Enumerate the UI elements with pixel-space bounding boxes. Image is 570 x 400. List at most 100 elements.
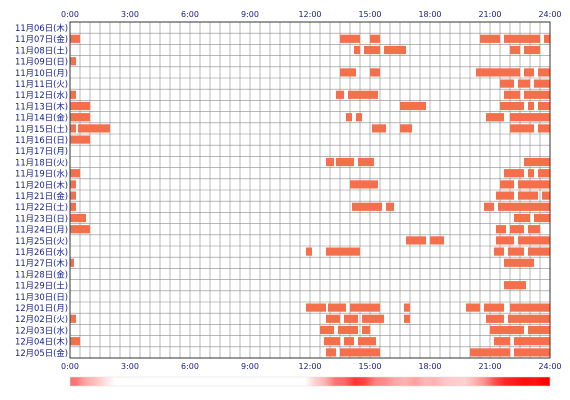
activity-block (70, 314, 76, 323)
activity-block (514, 213, 530, 223)
activity-block (356, 113, 362, 122)
activity-block (328, 303, 346, 312)
activity-block (70, 225, 90, 234)
activity-block (340, 348, 380, 357)
day-label: 11月13日(木) (15, 101, 68, 111)
activity-block (70, 213, 86, 223)
bottom-tick-label: 6:00 (181, 362, 199, 371)
top-tick-label: 0:00 (61, 10, 79, 19)
activity-block (370, 68, 380, 77)
activity-block (528, 247, 550, 256)
activity-block (346, 113, 352, 122)
top-tick-label: 12:00 (298, 10, 321, 19)
activity-block (504, 169, 524, 178)
grid (70, 22, 550, 358)
activity-block (362, 314, 384, 323)
activity-block (542, 191, 550, 200)
activity-block (324, 337, 340, 346)
activity-block (496, 236, 514, 245)
activity-block (480, 34, 500, 43)
day-label: 11月10日(月) (15, 68, 68, 78)
activity-block (504, 258, 534, 267)
activity-block (70, 113, 90, 122)
activity-block (430, 236, 444, 245)
activity-block (508, 247, 524, 256)
day-label: 11月19日(水) (15, 169, 68, 179)
activity-block (70, 57, 76, 66)
activity-block (544, 34, 550, 43)
activity-block (306, 303, 326, 312)
activity-block (326, 157, 334, 167)
activity-block (500, 101, 524, 111)
day-label: 11月30日(日) (15, 292, 68, 302)
activity-block (528, 101, 534, 111)
activity-block (508, 314, 550, 323)
activity-block (524, 157, 550, 167)
activity-block (70, 135, 90, 144)
activity-block (518, 180, 550, 189)
activity-block (336, 90, 344, 99)
activity-block (538, 101, 550, 111)
day-label: 11月17日(月) (15, 146, 68, 156)
activity-block (494, 247, 504, 256)
activity-block (514, 348, 550, 357)
activity-block (340, 34, 360, 43)
bottom-tick-label: 24:00 (538, 362, 561, 371)
activity-block (338, 325, 358, 335)
top-tick-label: 6:00 (181, 10, 199, 19)
top-tick-label: 24:00 (538, 10, 561, 19)
activity-block (514, 337, 550, 346)
activity-block (500, 79, 514, 88)
activity-block (500, 180, 514, 189)
activity-block (476, 68, 520, 77)
activity-block (362, 325, 370, 335)
top-tick-label: 18:00 (418, 10, 441, 19)
day-label: 11月21日(金) (15, 191, 68, 201)
day-label: 11月28日(金) (15, 269, 68, 279)
activity-block (404, 303, 410, 312)
activity-block (354, 45, 360, 55)
activity-block (524, 45, 540, 55)
activity-block (406, 236, 426, 245)
bottom-tick-label: 0:00 (61, 362, 79, 371)
activity-block (70, 124, 76, 133)
activity-block (306, 247, 312, 256)
activity-block (70, 34, 80, 43)
activity-block (78, 124, 110, 133)
day-label: 11月26日(水) (15, 247, 68, 257)
activity-block (350, 303, 380, 312)
activity-block (484, 202, 494, 211)
activity-block (518, 191, 538, 200)
activity-block (348, 90, 378, 99)
top-tick-label: 21:00 (478, 10, 501, 19)
day-label: 11月08日(土) (15, 45, 68, 55)
bottom-tick-label: 12:00 (298, 362, 321, 371)
activity-block (518, 236, 550, 245)
activity-block (340, 68, 356, 77)
activity-block (344, 337, 354, 346)
activity-block (510, 124, 534, 133)
activity-block (486, 314, 504, 323)
activity-block (350, 180, 378, 189)
activity-block (510, 45, 520, 55)
activity-block (372, 124, 386, 133)
day-label: 11月15日(土) (15, 124, 68, 134)
day-label: 12月05日(金) (15, 348, 68, 358)
activity-block (496, 225, 506, 234)
bottom-tick-label: 9:00 (241, 362, 259, 371)
day-label: 11月27日(木) (15, 258, 68, 268)
activity-block (504, 90, 520, 99)
activity-block (400, 124, 412, 133)
activity-block (386, 202, 394, 211)
activity-block (538, 169, 550, 178)
activity-block (320, 325, 334, 335)
activity-block (534, 79, 550, 88)
activity-block (498, 202, 550, 211)
activity-block (70, 101, 90, 111)
day-labels: 11月06日(木)11月07日(金)11月08日(土)11月09日(日)11月1… (15, 23, 68, 358)
activity-block (364, 45, 380, 55)
day-label: 11月16日(日) (15, 135, 68, 145)
day-label: 11月23日(日) (15, 213, 68, 223)
activity-block (510, 225, 524, 234)
day-label: 11月29日(土) (15, 281, 68, 291)
